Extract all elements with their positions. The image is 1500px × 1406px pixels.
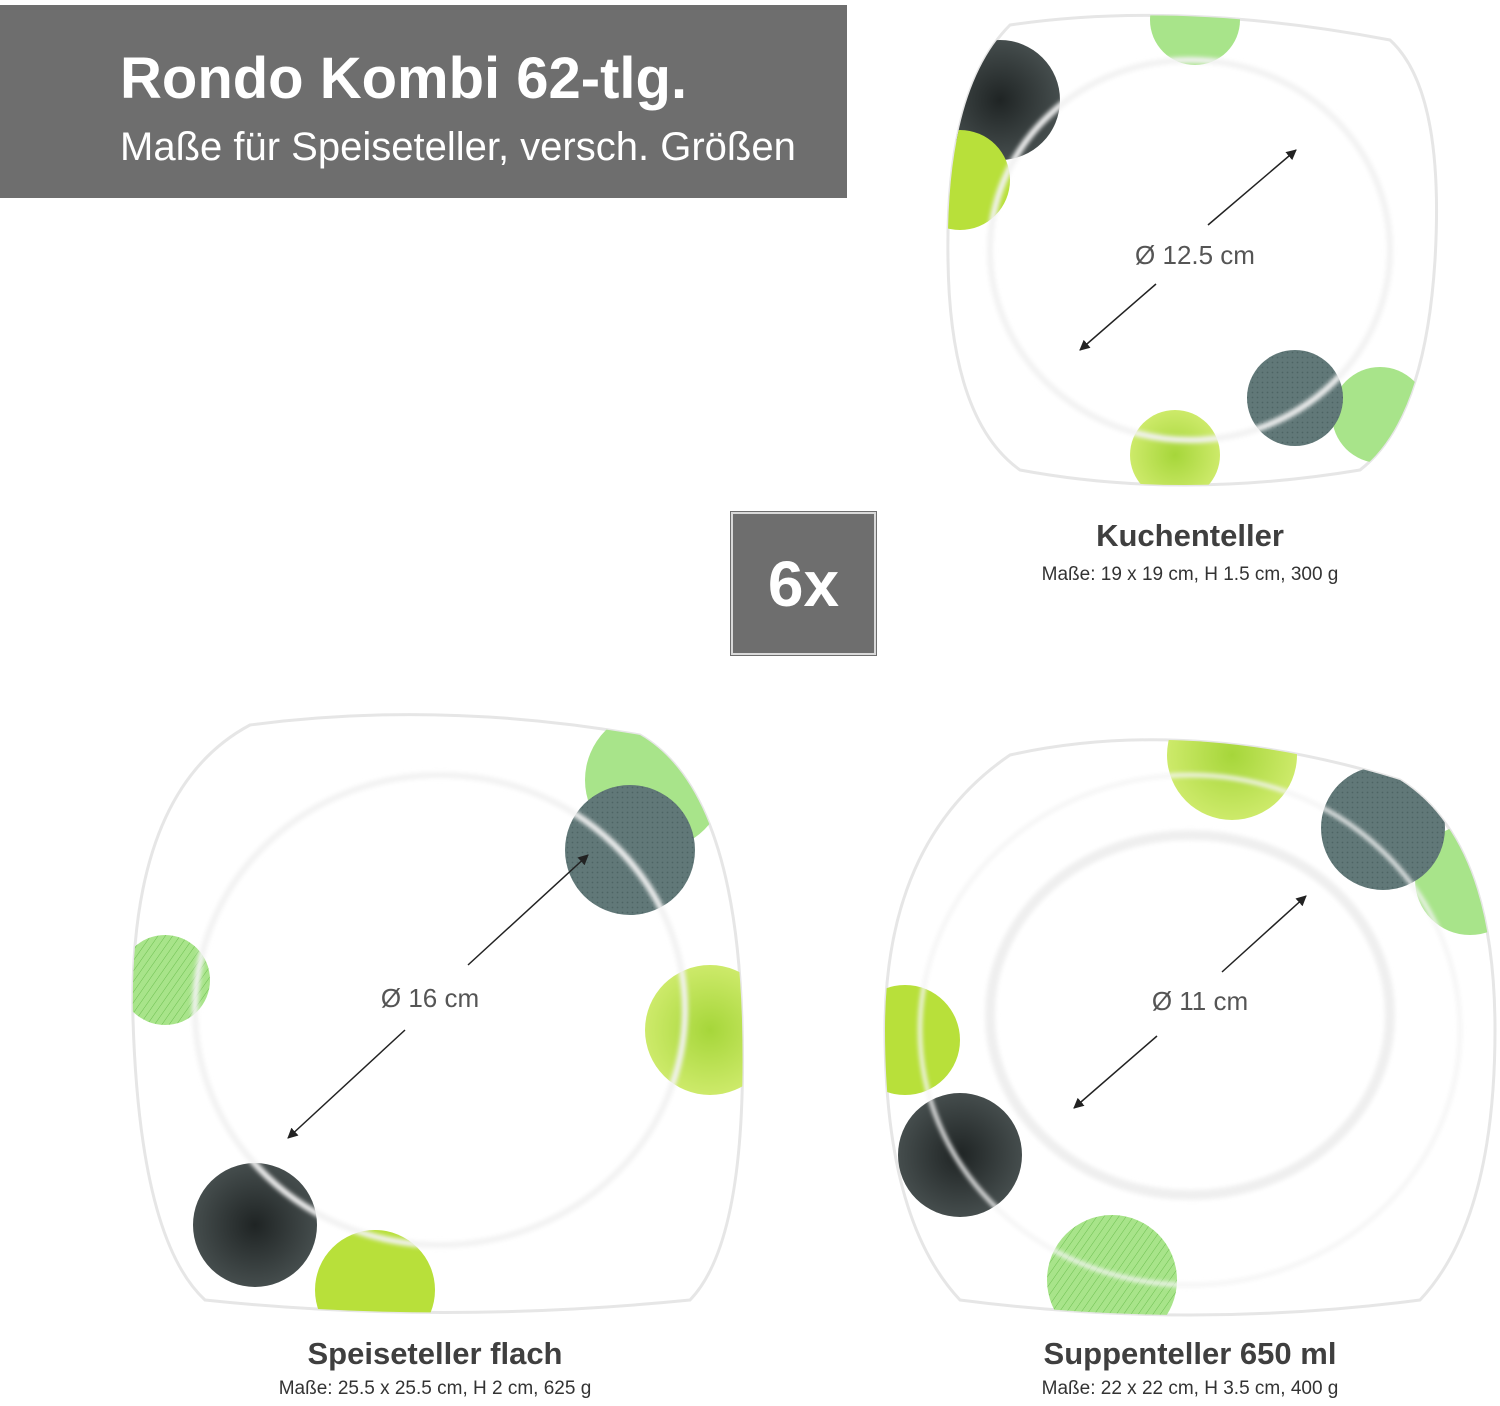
diameter-arrow bbox=[287, 1029, 406, 1139]
suppenteller-diameter: Ø 11 cm bbox=[1151, 986, 1249, 1016]
circle-light-green bbox=[1150, 15, 1240, 65]
circle-slate bbox=[565, 785, 695, 915]
quantity-text: 6x bbox=[767, 547, 840, 620]
speiseteller-name: Speiseteller flach bbox=[307, 1336, 563, 1371]
circle-lime bbox=[1130, 410, 1220, 486]
product-subtitle: Maße für Speiseteller, versch. Größen bbox=[120, 125, 796, 169]
circle-light-green bbox=[1415, 825, 1495, 935]
circle-light-green bbox=[1332, 367, 1428, 463]
kuchenteller-name: Kuchenteller bbox=[1096, 518, 1284, 553]
speiseteller-dims: Maße: 25.5 x 25.5 cm, H 2 cm, 625 g bbox=[278, 1378, 592, 1399]
diameter-arrow bbox=[1073, 1035, 1158, 1109]
circle-striped-green bbox=[1047, 1215, 1177, 1315]
circle-charcoal bbox=[898, 1093, 1022, 1217]
suppenteller-dims: Maße: 22 x 22 cm, H 3.5 cm, 400 g bbox=[1041, 1378, 1339, 1399]
quantity-badge: 6x bbox=[730, 511, 877, 656]
kuchenteller-plate bbox=[946, 13, 1438, 487]
diameter-arrow bbox=[1079, 283, 1157, 351]
product-title: Rondo Kombi 62-tlg. bbox=[120, 46, 688, 111]
circle-striped-green bbox=[132, 935, 210, 1025]
kuchenteller-dims: Maße: 19 x 19 cm, H 1.5 cm, 300 g bbox=[1041, 564, 1339, 585]
speiseteller-diameter: Ø 16 cm bbox=[380, 983, 480, 1013]
diameter-arrow bbox=[1221, 895, 1307, 973]
speiseteller-plate bbox=[131, 713, 745, 1314]
title-banner: Rondo Kombi 62-tlg. Maße für Speisetelle… bbox=[0, 5, 847, 198]
circle-lime bbox=[885, 985, 960, 1095]
diameter-arrow bbox=[467, 854, 589, 966]
circle-lime bbox=[315, 1230, 435, 1313]
suppenteller-name: Suppenteller 650 ml bbox=[1043, 1336, 1337, 1371]
diameter-arrow bbox=[1207, 149, 1297, 226]
suppenteller-plate bbox=[883, 738, 1497, 1317]
circle-charcoal bbox=[193, 1163, 317, 1287]
circle-lime bbox=[1167, 739, 1297, 820]
circle-lime bbox=[645, 965, 743, 1095]
kuchenteller-diameter: Ø 12.5 cm bbox=[1135, 240, 1255, 270]
circle-slate bbox=[1247, 350, 1343, 446]
circle-slate bbox=[1321, 766, 1445, 890]
circle-lime bbox=[947, 130, 1010, 230]
